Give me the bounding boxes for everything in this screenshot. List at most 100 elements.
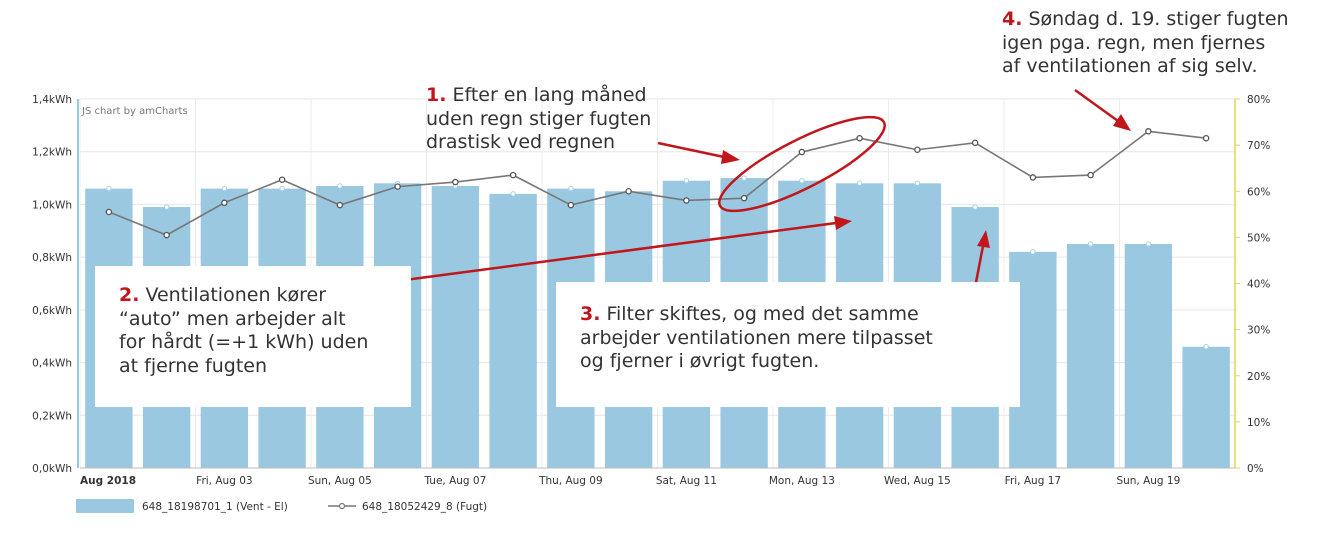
bar-top-marker [741,175,747,181]
arrow-4-head [1113,114,1131,131]
line-point[interactable] [509,171,517,179]
line-point[interactable] [740,194,748,202]
y-left-tick-label: 0,8kWh [32,252,72,264]
bar[interactable] [1182,346,1230,468]
x-tick-label: Fri, Aug 03 [196,475,252,487]
x-tick-label: Sun, Aug 19 [1116,475,1180,487]
y-right-tick-label: 50% [1247,232,1270,244]
bar[interactable] [489,193,537,468]
legend-label-line[interactable]: 648_18052429_8 (Fugt) [362,501,487,513]
bar-top-marker [1203,344,1209,350]
bar-top-marker [1030,249,1036,255]
y-left-tick-label: 1,4kWh [32,94,72,106]
annotation-4-line: igen pga. regn, men fjernes [1002,31,1266,54]
line-point[interactable] [1202,134,1210,142]
arrow-1-head [721,150,740,164]
annotation-4: 4. Søndag d. 19. stiger fugten igen pga. … [1002,8,1289,79]
x-tick-label: Sun, Aug 05 [308,475,372,487]
annotation-1: 1. Efter en lang måned uden regn stiger f… [426,84,651,155]
y-left-tick-label: 0,4kWh [32,358,72,370]
x-tick-label: Sat, Aug 11 [656,475,717,487]
annotation-3-line: Filter skiftes, og med det samme [606,303,919,325]
humidity-line [108,130,1207,236]
line-point[interactable] [914,146,921,153]
y-axis-right-labels: 0% 10% 20% 30% 40% 50% 60% 70% 80% [1247,94,1270,475]
arrow-1 [657,141,725,159]
line-point[interactable] [798,148,806,156]
y-right-tick-label: 80% [1247,94,1270,106]
y-right-tick-label: 60% [1247,186,1270,198]
arrow-4 [1074,88,1119,123]
bar[interactable] [1066,243,1115,468]
line-point[interactable] [683,197,690,204]
annotation-2-line: at fjerne fugten [119,354,268,377]
y-left-tick-label: 0,6kWh [32,305,72,317]
line-point[interactable] [567,201,575,209]
y-right-tick-label: 20% [1247,371,1270,383]
line-point[interactable] [278,176,286,183]
bar[interactable] [431,185,480,468]
bar-top-marker [683,178,690,184]
annotation-2-line: for hårdt (=+1 kWh) uden [119,331,369,353]
bar-top-marker [221,185,228,192]
arrow-2-head [834,216,852,230]
y-right-tick-label: 40% [1247,279,1270,291]
line-point[interactable] [163,231,170,239]
line-point[interactable] [971,139,979,147]
legend-swatch-bar[interactable] [76,499,134,513]
bar-top-marker [510,191,516,197]
line-point[interactable] [336,201,344,209]
bar-top-marker [799,178,805,184]
y-left-tick-label: 0,2kWh [32,410,72,422]
line-series [105,128,1210,239]
annotation-4-line: af ventilationen af sig selv. [1002,55,1258,77]
line-point[interactable] [1029,174,1037,181]
x-axis-labels: Aug 2018 Fri, Aug 03 Sun, Aug 05 Tue, Aug 0… [80,475,1180,487]
bar-top-marker [1087,241,1094,247]
y-left-tick-label: 1,2kWh [32,147,72,159]
y-right-tick-label: 70% [1247,140,1270,152]
arrow-3-head [977,230,990,248]
bar-top-marker [568,185,574,192]
annotation-2-number: 2. [119,284,140,306]
line-point[interactable] [105,208,113,216]
x-tick-label: Fri, Aug 17 [1005,475,1061,487]
y-right-tick-label: 10% [1247,417,1270,429]
x-tick-label: Aug 2018 [80,475,136,487]
legend[interactable]: 648_18198701_1 (Vent - El) 648_18052429_… [76,499,487,513]
legend-label-bar[interactable]: 648_18198701_1 (Vent - El) [142,501,288,513]
annotation-4-number: 4. [1002,8,1023,30]
legend-swatch-line-marker [338,502,346,510]
bar-top-marker [1145,241,1152,247]
bar-top-marker [279,185,285,192]
line-point[interactable] [856,134,863,142]
bar-top-marker [106,185,112,192]
chart-credit: JS chart by amCharts [81,106,188,117]
annotation-2-line: “auto” men arbejder alt [119,307,346,330]
line-point[interactable] [452,178,459,186]
line-point[interactable] [221,199,228,207]
y-left-tick-label: 0,0kWh [32,463,72,475]
line-point[interactable] [394,183,401,190]
annotation-1-line: Efter en lang måned [452,84,647,106]
y-left-tick-label: 1,0kWh [32,199,72,211]
x-tick-label: Mon, Aug 13 [769,475,835,487]
bar-top-marker [914,180,921,187]
annotation-3-line: arbejder ventilationen mere tilpasset [580,326,933,349]
line-point[interactable] [625,187,632,195]
annotation-2: 2. Ventilationen kører “auto” men arbejde… [95,266,411,407]
x-tick-label: Thu, Aug 09 [538,475,603,487]
bar-top-marker [337,183,343,189]
bar[interactable] [1124,243,1173,468]
bar-top-marker [163,204,170,210]
axes [77,98,1240,469]
line-point[interactable] [1145,128,1152,135]
y-right-tick-label: 30% [1247,325,1270,337]
annotation-2-line: Ventilationen kører [145,284,327,306]
annotation-3: 3. Filter skiftes, og med det samme arbej… [556,282,1020,407]
line-point[interactable] [1087,171,1094,179]
y-axis-left-labels: 0,0kWh 0,2kWh 0,4kWh 0,6kWh 0,8kWh 1,0kWh 1,2k… [32,94,72,475]
annotation-1-number: 1. [426,84,447,106]
annotation-3-number: 3. [580,303,601,325]
annotation-1-line: uden regn stiger fugten [426,107,652,130]
